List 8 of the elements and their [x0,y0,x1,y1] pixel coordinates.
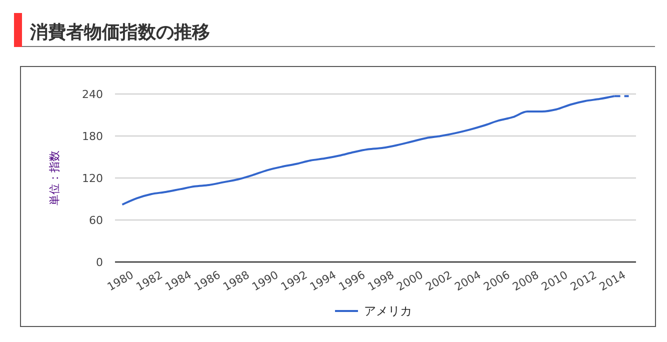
y-tick-label: 60 [89,214,103,227]
y-tick-label: 0 [96,256,103,269]
y-tick-label: 240 [82,88,103,101]
y-axis-title: 単位：指数 [48,150,61,206]
y-tick-label: 120 [82,172,103,185]
chart-title: 消費者物価指数の推移 [29,22,210,43]
legend-label: アメリカ [364,304,412,318]
y-tick-label: 180 [82,130,103,143]
